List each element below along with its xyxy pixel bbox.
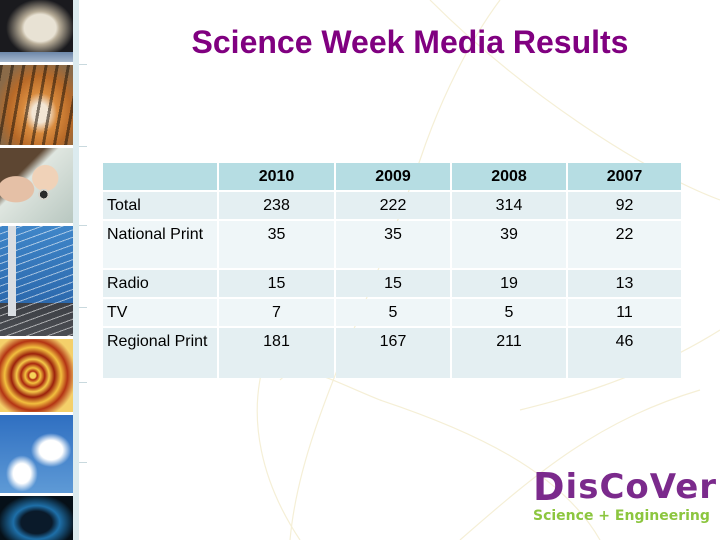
row-label: National Print bbox=[103, 221, 217, 268]
strip-tick bbox=[79, 64, 87, 65]
table-row-tv: TV 7 5 5 11 bbox=[103, 299, 681, 326]
table-cell: 19 bbox=[452, 270, 566, 297]
table-row-total: Total 238 222 314 92 bbox=[103, 192, 681, 219]
row-label: Regional Print bbox=[103, 328, 217, 378]
table-cell: 13 bbox=[568, 270, 681, 297]
table-cell: 167 bbox=[336, 328, 450, 378]
table-cell: 238 bbox=[219, 192, 334, 219]
table-cell: 5 bbox=[452, 299, 566, 326]
header-cell-2007: 2007 bbox=[568, 163, 681, 190]
clouds-photo bbox=[0, 415, 73, 493]
table-cell: 7 bbox=[219, 299, 334, 326]
bridge-photo bbox=[0, 226, 73, 336]
table-cell: 222 bbox=[336, 192, 450, 219]
header-cell-2010: 2010 bbox=[219, 163, 334, 190]
table-cell: 15 bbox=[336, 270, 450, 297]
table-cell: 15 bbox=[219, 270, 334, 297]
table-cell: 181 bbox=[219, 328, 334, 378]
tiger-photo bbox=[0, 65, 73, 145]
logo-initial: D bbox=[533, 465, 566, 509]
strip-tick bbox=[79, 146, 87, 147]
table-cell: 92 bbox=[568, 192, 681, 219]
row-label: Total bbox=[103, 192, 217, 219]
astronaut-photo bbox=[0, 0, 73, 62]
table-cell: 46 bbox=[568, 328, 681, 378]
strip-tick bbox=[79, 382, 87, 383]
row-label: TV bbox=[103, 299, 217, 326]
strip-border bbox=[73, 0, 79, 540]
slide-title: Science Week Media Results bbox=[191, 24, 629, 60]
table-row-radio: Radio 15 15 19 13 bbox=[103, 270, 681, 297]
logo-word-rest: isCoVer bbox=[565, 467, 718, 507]
strip-tick bbox=[79, 307, 87, 308]
logo-tagline: Science + Engineering bbox=[533, 508, 710, 524]
fractal-spiral-photo bbox=[0, 339, 73, 412]
children-magnifier-photo bbox=[0, 148, 73, 223]
table-cell: 314 bbox=[452, 192, 566, 219]
table-cell: 35 bbox=[336, 221, 450, 268]
strip-tick bbox=[79, 462, 87, 463]
header-row: 2010 2009 2008 2007 bbox=[103, 163, 681, 190]
row-label: Radio bbox=[103, 270, 217, 297]
header-cell-empty bbox=[103, 163, 217, 190]
header-cell-2009: 2009 bbox=[336, 163, 450, 190]
table-cell: 211 bbox=[452, 328, 566, 378]
table-row-regional-print: Regional Print 181 167 211 46 bbox=[103, 328, 681, 378]
table-row-national-print: National Print 35 35 39 22 bbox=[103, 221, 681, 268]
table-cell: 5 bbox=[336, 299, 450, 326]
media-results-table: 2010 2009 2008 2007 Total 238 222 314 92… bbox=[101, 161, 683, 380]
table-cell: 11 bbox=[568, 299, 681, 326]
strip-tick bbox=[79, 225, 87, 226]
table-cell: 22 bbox=[568, 221, 681, 268]
glowing-hand-photo bbox=[0, 496, 73, 540]
table-cell: 35 bbox=[219, 221, 334, 268]
header-cell-2008: 2008 bbox=[452, 163, 566, 190]
table-cell: 39 bbox=[452, 221, 566, 268]
photo-strip bbox=[0, 0, 73, 540]
